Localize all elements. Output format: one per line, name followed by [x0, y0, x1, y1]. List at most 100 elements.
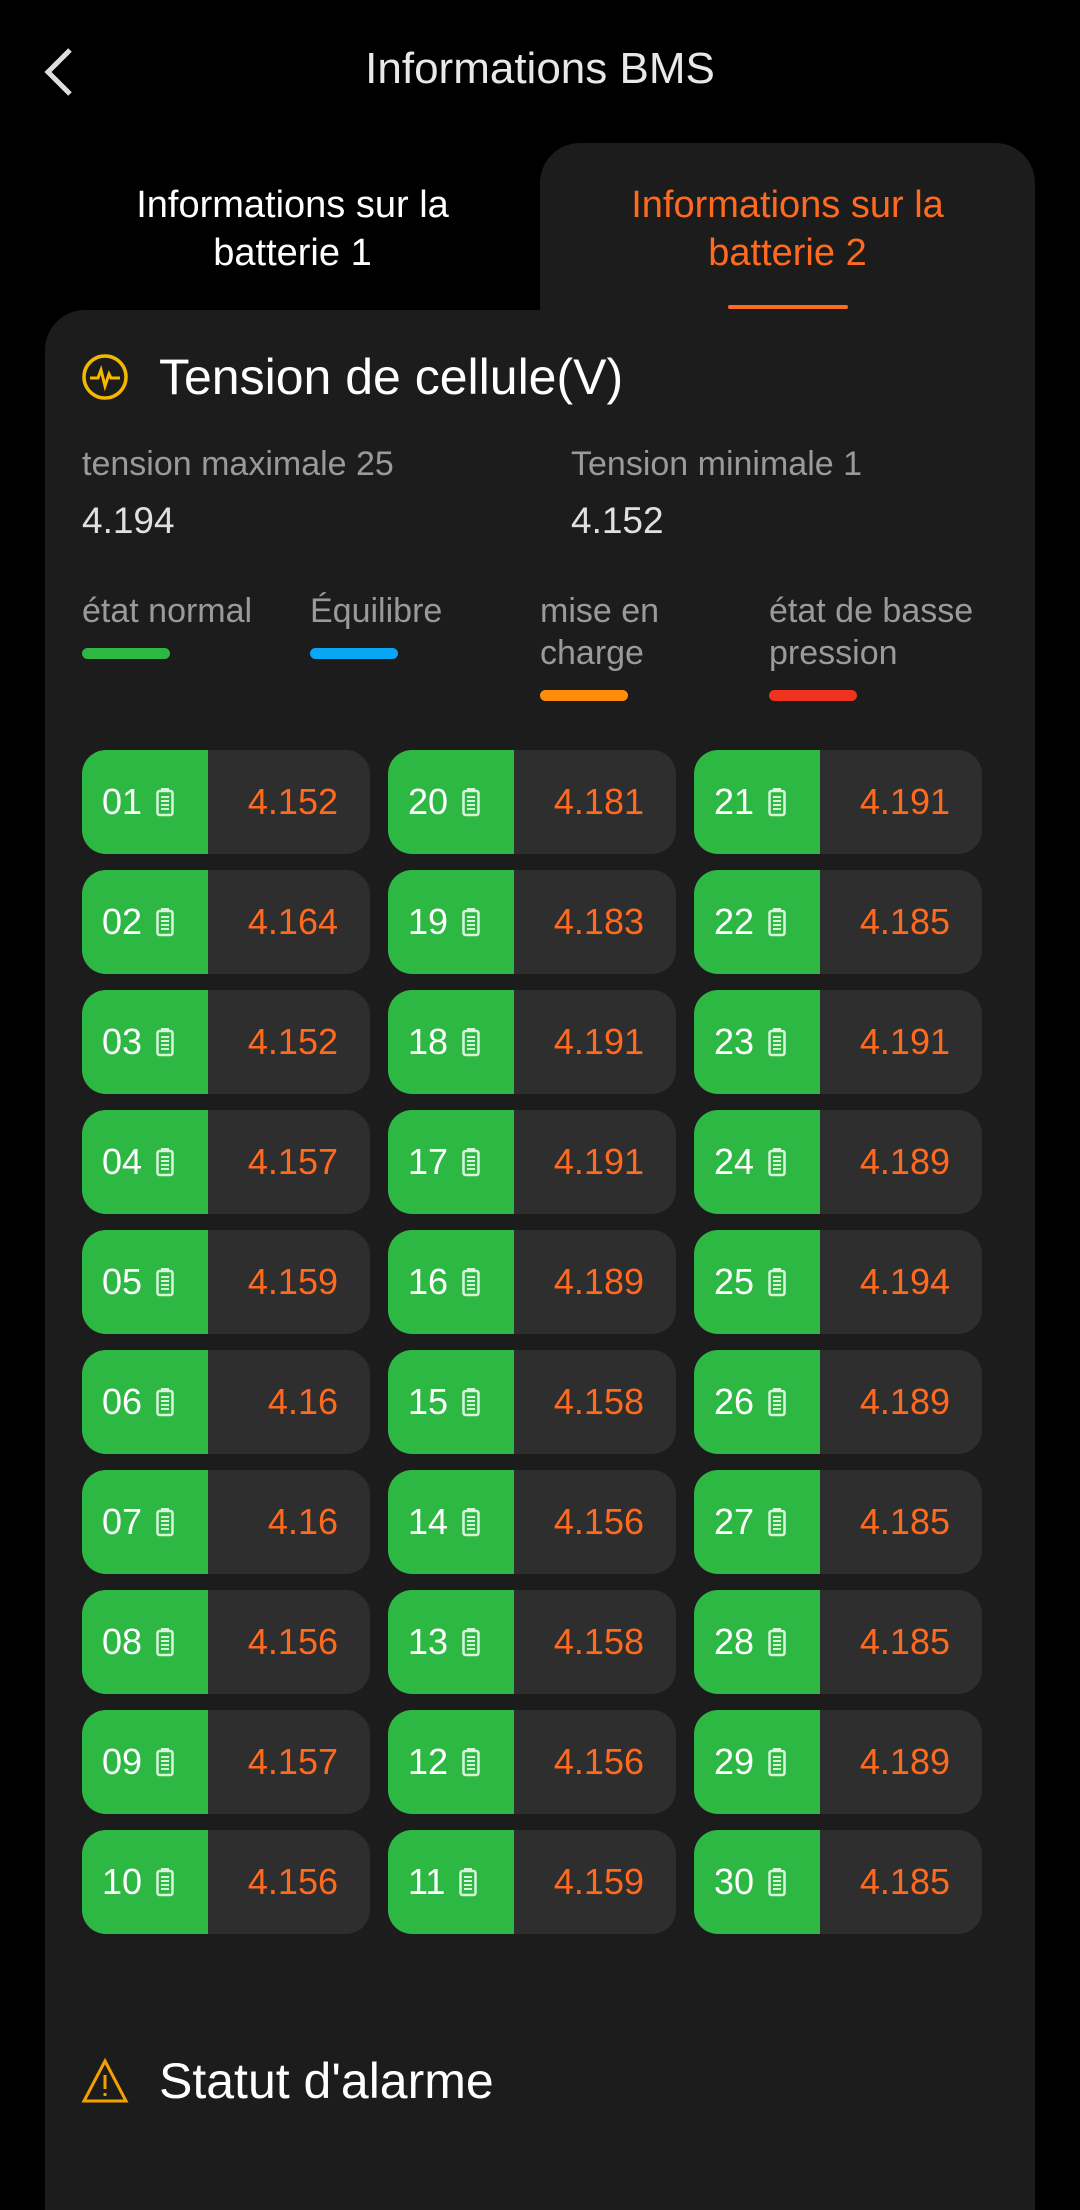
cell-number: 23	[714, 1021, 755, 1062]
cell-id: 02	[82, 870, 208, 974]
cell-voltage: 4.156	[247, 1861, 338, 1902]
cell-number: 15	[408, 1381, 449, 1422]
warning-icon	[81, 2058, 129, 2103]
cell-voltage: 4.158	[553, 1621, 644, 1662]
cell-item: 28 4.185	[694, 1590, 982, 1694]
battery-icon	[754, 907, 786, 937]
cell-item: 27 4.185	[694, 1470, 982, 1574]
cell-item: 13 4.158	[388, 1590, 676, 1694]
cell-voltage: 4.183	[553, 901, 644, 942]
cell-number: 19	[408, 901, 449, 942]
back-button[interactable]	[40, 44, 90, 100]
cell-id: 30	[694, 1830, 820, 1934]
tab-label: Informations sur la batterie 1	[136, 184, 449, 274]
cell-voltage: 4.185	[859, 901, 950, 942]
cell-number: 13	[408, 1621, 449, 1662]
cell-number: 18	[408, 1021, 449, 1062]
legend-label: état de basse pression	[769, 592, 974, 672]
cell-item: 07 4.16	[82, 1470, 370, 1574]
cell-id: 21	[694, 750, 820, 854]
battery-icon	[445, 1867, 478, 1897]
cell-item: 14 4.156	[388, 1470, 676, 1574]
cell-number: 25	[714, 1261, 755, 1302]
cell-item: 25 4.194	[694, 1230, 982, 1334]
cell-item: 20 4.181	[388, 750, 676, 854]
battery-icon	[448, 1747, 480, 1777]
cell-voltage: 4.189	[859, 1381, 950, 1422]
cell-number: 24	[714, 1141, 755, 1182]
cell-item: 16 4.189	[388, 1230, 676, 1334]
cell-item: 08 4.156	[82, 1590, 370, 1694]
cell-voltage: 4.181	[553, 781, 644, 822]
battery-icon	[448, 907, 480, 937]
cell-item: 09 4.157	[82, 1710, 370, 1814]
battery-icon	[754, 787, 786, 817]
cell-item: 05 4.159	[82, 1230, 370, 1334]
cell-id: 08	[82, 1590, 208, 1694]
cell-number: 28	[714, 1621, 755, 1662]
cell-id: 23	[694, 990, 820, 1094]
cell-id: 03	[82, 990, 208, 1094]
tab-battery-1[interactable]: Informations sur la batterie 1	[45, 143, 540, 313]
cell-id: 13	[388, 1590, 514, 1694]
cell-id: 11	[388, 1830, 514, 1934]
legend-low-pressure: état de basse pression	[769, 590, 999, 701]
chevron-left-icon	[44, 48, 72, 96]
cell-voltage: 4.159	[553, 1861, 644, 1902]
legend-label: mise en charge	[540, 592, 660, 672]
cell-item: 23 4.191	[694, 990, 982, 1094]
cell-item: 17 4.191	[388, 1110, 676, 1214]
battery-icon	[448, 1267, 480, 1297]
battery-icon	[142, 1747, 174, 1777]
min-voltage-label: Tension minimale 1	[571, 445, 863, 483]
cell-item: 26 4.189	[694, 1350, 982, 1454]
cell-voltage: 4.157	[247, 1141, 338, 1182]
cell-item: 24 4.189	[694, 1110, 982, 1214]
cell-id: 05	[82, 1230, 208, 1334]
cell-voltage: 4.156	[247, 1621, 338, 1662]
cell-id: 10	[82, 1830, 208, 1934]
cell-voltage: 4.152	[247, 781, 338, 822]
battery-icon	[754, 1507, 786, 1537]
cell-number: 29	[714, 1741, 755, 1782]
cell-number: 21	[714, 781, 755, 822]
cell-voltage: 4.152	[247, 1021, 338, 1062]
battery-icon	[448, 1027, 480, 1057]
section-header: Tension de cellule(V)	[81, 348, 623, 406]
cell-number: 16	[408, 1261, 449, 1302]
cell-id: 04	[82, 1110, 208, 1214]
section-title: Tension de cellule(V)	[159, 349, 624, 405]
cell-item: 29 4.189	[694, 1710, 982, 1814]
cell-id: 19	[388, 870, 514, 974]
cell-voltage: 4.156	[553, 1501, 644, 1542]
pulse-icon	[82, 354, 128, 400]
battery-icon	[754, 1867, 786, 1897]
active-tab-underline	[728, 305, 848, 309]
cell-item: 18 4.191	[388, 990, 676, 1094]
cell-id: 18	[388, 990, 514, 1094]
cell-number: 14	[408, 1501, 449, 1542]
tab-battery-2[interactable]: Informations sur la batterie 2	[540, 143, 1035, 313]
cell-item: 21 4.191	[694, 750, 982, 854]
battery-icon	[142, 1627, 174, 1657]
cell-voltage: 4.191	[859, 1021, 950, 1062]
cell-number: 07	[102, 1501, 143, 1542]
cell-voltage: 4.16	[267, 1381, 338, 1422]
cell-number: 27	[714, 1501, 755, 1542]
min-voltage-value: 4.152	[571, 500, 664, 541]
cell-id: 14	[388, 1470, 514, 1574]
cell-id: 26	[694, 1350, 820, 1454]
battery-icon	[754, 1387, 786, 1417]
cell-id: 01	[82, 750, 208, 854]
battery-icon	[754, 1747, 786, 1777]
cell-id: 22	[694, 870, 820, 974]
cell-item: 03 4.152	[82, 990, 370, 1094]
cell-voltage: 4.191	[553, 1021, 644, 1062]
cell-id: 25	[694, 1230, 820, 1334]
cell-id: 15	[388, 1350, 514, 1454]
cell-id: 29	[694, 1710, 820, 1814]
battery-icon	[754, 1627, 786, 1657]
cell-id: 27	[694, 1470, 820, 1574]
cell-voltage: 4.191	[859, 781, 950, 822]
cell-id: 09	[82, 1710, 208, 1814]
